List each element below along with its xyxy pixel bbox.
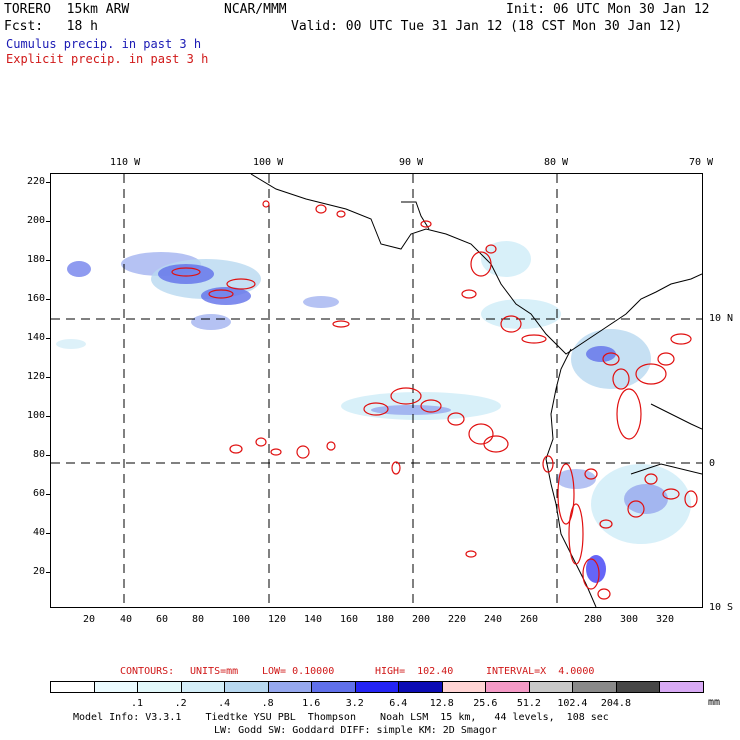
x-tick-label: 180 [376, 614, 395, 625]
y-tick [46, 416, 50, 417]
contours-low: LOW= 0.10000 [262, 666, 335, 677]
colorbar-swatch [615, 681, 661, 693]
x-tick-label: 160 [340, 614, 359, 625]
y-tick-label: 160 [27, 293, 46, 304]
y-tick-label: 100 [27, 410, 46, 421]
y-tick [46, 533, 50, 534]
contours-high: HIGH= 102.40 [375, 666, 454, 677]
y-tick [46, 182, 50, 183]
y-tick-label: 60 [33, 488, 46, 499]
colorbar-swatch [180, 681, 226, 693]
lon-label: 80 W [544, 157, 569, 168]
y-tick-label: 220 [27, 176, 46, 187]
colorbar-label: .4 [218, 698, 231, 709]
colorbar-label: 51.2 [516, 698, 541, 709]
y-tick-label: 120 [27, 371, 46, 382]
y-tick [46, 338, 50, 339]
y-tick-label: 40 [33, 527, 46, 538]
colorbar-label: .1 [131, 698, 144, 709]
lat-label: 10 N [709, 313, 734, 324]
colorbar-swatch [441, 681, 487, 693]
map-panel [50, 173, 703, 608]
forecast-hour: Fcst: 18 h [4, 19, 98, 34]
colorbar-label: 102.4 [557, 698, 588, 709]
colorbar-swatch [267, 681, 313, 693]
colorbar-label: 25.6 [473, 698, 498, 709]
y-tick [46, 377, 50, 378]
colorbar-unit: mm [708, 697, 721, 708]
x-tick-label: 40 [120, 614, 133, 625]
contours-units: UNITS=mm [190, 666, 239, 677]
colorbar-swatch [354, 681, 400, 693]
y-tick [46, 260, 50, 261]
x-tick-label: 140 [304, 614, 323, 625]
x-tick-label: 300 [620, 614, 639, 625]
x-tick-label: 320 [656, 614, 675, 625]
x-tick-label: 260 [520, 614, 539, 625]
y-tick-label: 80 [33, 449, 46, 460]
colorbar-label: .2 [174, 698, 187, 709]
grid-lines [51, 174, 702, 607]
lon-label: 70 W [689, 157, 714, 168]
explicit-contours [171, 200, 698, 600]
contours-label: CONTOURS: [120, 666, 175, 677]
y-tick-label: 140 [27, 332, 46, 343]
colorbar-swatch [311, 681, 356, 693]
colorbar-swatch [224, 681, 269, 693]
colorbar-swatch [528, 681, 574, 693]
model-title: TORERO 15km ARW [4, 2, 130, 17]
x-tick-label: 80 [192, 614, 205, 625]
lat-label: 10 S [709, 602, 734, 613]
colorbar-swatch [485, 681, 530, 693]
model-info: Model Info: V3.3.1 Tiedtke YSU PBL Thomp… [73, 712, 609, 723]
x-tick-label: 20 [83, 614, 96, 625]
contours-interval: INTERVAL=X 4.0000 [486, 666, 595, 677]
colorbar-label: 3.2 [345, 698, 364, 709]
y-tick [46, 494, 50, 495]
colorbar-label: 1.6 [302, 698, 321, 709]
valid-time: Valid: 00 UTC Tue 31 Jan 12 (18 CST Mon … [291, 19, 683, 34]
x-tick-label: 200 [412, 614, 431, 625]
explicit-legend: Explicit precip. in past 3 h [6, 52, 209, 66]
model-physics: LW: Godd SW: Goddard DIFF: simple KM: 2D… [214, 725, 497, 736]
lon-label: 110 W [110, 157, 141, 168]
cumulus-shading [56, 241, 691, 583]
colorbar-label: 204.8 [600, 698, 631, 709]
colorbar-swatch [50, 681, 95, 693]
lat-label: 0 [709, 458, 716, 469]
lon-label: 100 W [253, 157, 284, 168]
y-tick [46, 299, 50, 300]
colorbar-label: 6.4 [389, 698, 408, 709]
colorbar-swatch [398, 681, 443, 693]
y-tick [46, 572, 50, 573]
x-tick-label: 280 [584, 614, 603, 625]
colorbar-swatch [137, 681, 182, 693]
y-tick-label: 200 [27, 215, 46, 226]
map-canvas [51, 173, 703, 608]
x-tick-label: 60 [156, 614, 169, 625]
colorbar-swatch [93, 681, 139, 693]
colorbar-swatch [659, 681, 704, 693]
init-time: Init: 06 UTC Mon 30 Jan 12 [506, 2, 710, 17]
y-tick-label: 180 [27, 254, 46, 265]
y-tick [46, 455, 50, 456]
x-tick-label: 100 [232, 614, 251, 625]
x-tick-label: 220 [448, 614, 467, 625]
colorbar-label: 12.8 [429, 698, 454, 709]
org-label: NCAR/MMM [224, 2, 287, 17]
x-tick-label: 120 [268, 614, 287, 625]
colorbar-swatch [572, 681, 617, 693]
lon-label: 90 W [399, 157, 424, 168]
y-tick [46, 221, 50, 222]
cumulus-legend: Cumulus precip. in past 3 h [6, 37, 202, 51]
x-tick-label: 240 [484, 614, 503, 625]
colorbar-label: .8 [261, 698, 274, 709]
y-tick-label: 20 [33, 566, 46, 577]
